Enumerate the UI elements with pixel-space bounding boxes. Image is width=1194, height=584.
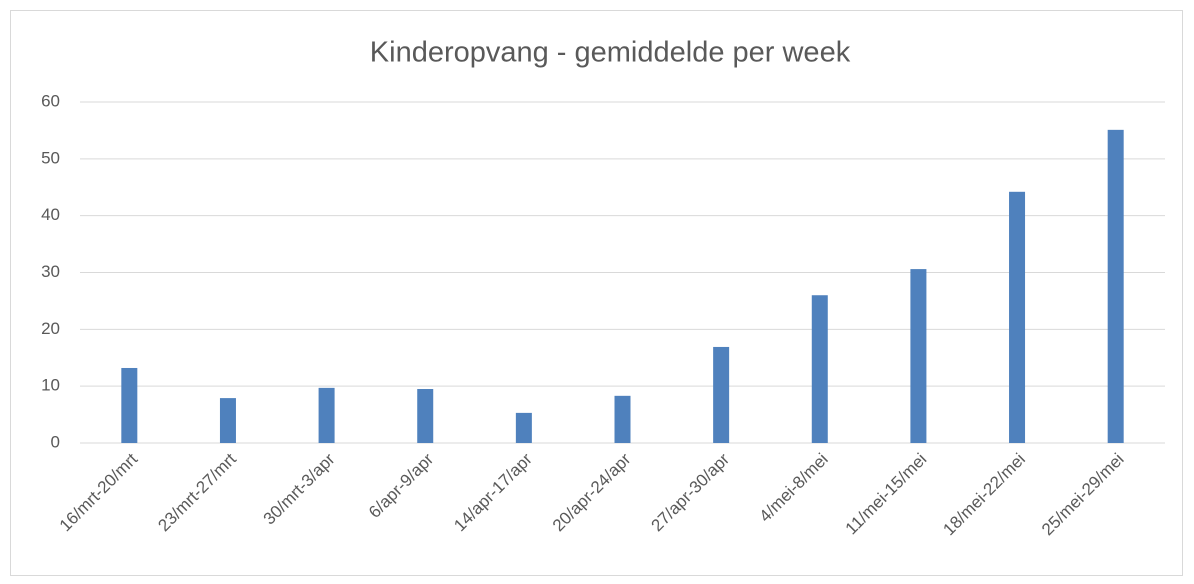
bar <box>417 389 434 443</box>
y-tick-label: 50 <box>41 148 60 167</box>
bar <box>910 269 927 443</box>
bar <box>515 412 532 443</box>
bar <box>811 295 828 443</box>
bar <box>713 346 730 443</box>
bar <box>219 398 236 443</box>
y-tick-label: 60 <box>41 91 60 110</box>
y-tick-label: 40 <box>41 205 60 224</box>
chart-title: Kinderopvang - gemiddelde per week <box>370 37 851 69</box>
chart-frame <box>10 10 1183 576</box>
y-tick-label: 30 <box>41 262 60 281</box>
y-tick-label: 20 <box>41 319 60 338</box>
y-tick-label: 10 <box>41 376 60 395</box>
bar <box>121 367 138 443</box>
y-tick-label: 0 <box>51 432 60 451</box>
bar <box>1107 129 1124 443</box>
bar <box>318 387 335 443</box>
bar <box>614 395 631 443</box>
bar <box>1009 191 1026 443</box>
